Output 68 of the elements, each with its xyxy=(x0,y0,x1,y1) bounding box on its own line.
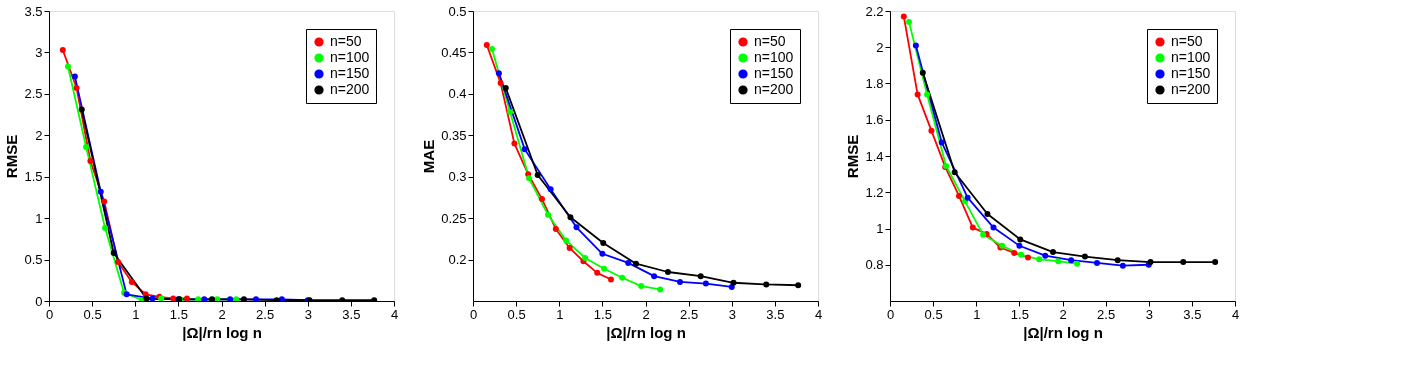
x-tick-label: 3.5 xyxy=(1183,306,1202,322)
legend-label: n=100 xyxy=(1171,49,1211,65)
y-tick-label: 1 xyxy=(35,210,43,226)
x-tick-label: 4 xyxy=(814,306,823,322)
x-tick-label: 1 xyxy=(556,306,564,322)
x-tick-label: 0.5 xyxy=(507,306,526,322)
y-tick-label: 1.5 xyxy=(24,169,43,185)
y-tick-label: 0.25 xyxy=(441,210,467,226)
x-tick-label: 2.5 xyxy=(680,306,699,322)
x-tick-label: 0 xyxy=(886,306,895,322)
legend-label: n=100 xyxy=(330,49,370,65)
x-tick-label: 1 xyxy=(973,306,981,322)
legend-label: n=50 xyxy=(1171,33,1203,49)
y-tick-label: 2.5 xyxy=(24,86,43,102)
x-tick-label: 1 xyxy=(132,306,140,322)
x-tick-label: 3.5 xyxy=(342,306,361,322)
y-axis-title: RMSE xyxy=(844,134,862,179)
x-tick-label: 0 xyxy=(469,306,478,322)
y-tick-label: 1 xyxy=(876,221,884,236)
y-tick-label: 0.2 xyxy=(448,252,467,268)
x-tick-label: 2 xyxy=(642,306,650,322)
legend-label: n=50 xyxy=(330,33,362,49)
y-tick-label: 1.4 xyxy=(865,148,884,164)
y-tick-label: 2 xyxy=(876,39,884,55)
y-tick-label: 0.35 xyxy=(441,127,467,143)
x-tick-label: 1.5 xyxy=(169,306,188,322)
x-axis-title: |Ω|/rn log n xyxy=(606,323,686,341)
legend-label: n=50 xyxy=(754,33,786,49)
y-tick-label: 0.5 xyxy=(448,3,467,19)
x-tick-label: 1.5 xyxy=(1010,306,1029,322)
legend-label: n=100 xyxy=(754,49,794,65)
x-tick-label: 4 xyxy=(1231,306,1240,322)
x-tick-label: 3.5 xyxy=(766,306,785,322)
legend-label: n=200 xyxy=(1171,81,1211,97)
x-axis-title: |Ω|/rn log n xyxy=(1023,323,1103,341)
x-tick-label: 3 xyxy=(1145,306,1153,322)
legend-label: n=150 xyxy=(330,65,370,81)
y-axis-title: MAE xyxy=(420,139,438,174)
legend-label: n=200 xyxy=(330,81,370,97)
y-tick-label: 1.2 xyxy=(865,184,884,200)
y-tick-label: 1.8 xyxy=(865,76,884,91)
x-tick-label: 2.5 xyxy=(256,306,275,322)
legend-label: n=150 xyxy=(1171,65,1211,81)
y-tick-label: 2.2 xyxy=(865,3,884,19)
x-tick-label: 4 xyxy=(390,306,399,322)
y-tick-label: 0.3 xyxy=(448,169,467,185)
legend-label: n=200 xyxy=(754,81,794,97)
x-tick-label: 3 xyxy=(728,306,736,322)
y-tick-label: 0.4 xyxy=(448,86,467,102)
y-tick-label: 2 xyxy=(35,127,43,143)
y-tick-label: 1.6 xyxy=(865,112,884,128)
x-tick-label: 2.5 xyxy=(1097,306,1116,322)
x-tick-label: 2 xyxy=(1059,306,1067,322)
y-tick-label: 3 xyxy=(35,44,43,60)
legend-label: n=150 xyxy=(754,65,794,81)
y-tick-label: 0.45 xyxy=(441,44,467,60)
x-axis-title: |Ω|/rn log n xyxy=(182,323,262,341)
x-tick-label: 0.5 xyxy=(924,306,943,322)
x-tick-label: 0 xyxy=(45,306,54,322)
y-tick-label: 3.5 xyxy=(24,3,43,19)
x-tick-label: 2 xyxy=(218,306,226,322)
y-tick-label: 0 xyxy=(35,293,43,309)
y-axis-title: RMSE xyxy=(3,134,21,179)
y-tick-label: 0.5 xyxy=(24,252,43,268)
y-tick-label: 0.8 xyxy=(865,257,884,273)
x-tick-label: 0.5 xyxy=(83,306,102,322)
x-tick-label: 3 xyxy=(304,306,312,322)
x-tick-label: 1.5 xyxy=(593,306,612,322)
